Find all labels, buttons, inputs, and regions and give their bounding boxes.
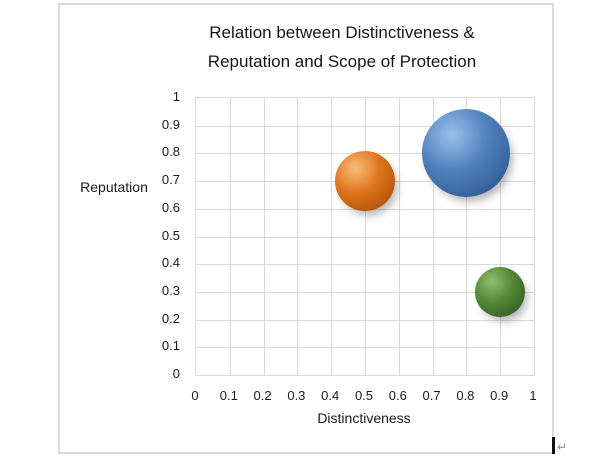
paragraph-return-icon: ↵ — [557, 440, 568, 454]
x-tick-label: 0.2 — [253, 388, 272, 403]
chart-title-line1: Relation between Distinctiveness & — [209, 23, 475, 42]
x-tick-label: 0.8 — [456, 388, 475, 403]
horizontal-gridline — [196, 237, 534, 238]
y-tick-label: 0 — [172, 366, 180, 381]
x-tick-label: 0.1 — [219, 388, 238, 403]
horizontal-gridline — [196, 347, 534, 348]
horizontal-gridline — [196, 292, 534, 293]
x-tick-label: 0.9 — [490, 388, 509, 403]
horizontal-gridline — [196, 320, 534, 321]
vertical-gridline — [466, 98, 467, 375]
y-axis-title: Reputation — [80, 179, 148, 195]
y-tick-label: 1 — [172, 89, 180, 104]
vertical-gridline — [264, 98, 265, 375]
y-tick-label: 0.2 — [161, 310, 180, 326]
horizontal-gridline — [196, 264, 534, 265]
y-tick-label: 0.8 — [161, 144, 180, 160]
vertical-gridline — [399, 98, 400, 375]
horizontal-gridline — [196, 126, 534, 127]
chart-object[interactable]: Relation between Distinctiveness & Reput… — [58, 3, 554, 454]
chart-title: Relation between Distinctiveness & Reput… — [172, 18, 512, 76]
x-tick-label: 0 — [191, 388, 199, 403]
y-tick-label: 0.1 — [161, 338, 180, 354]
bubble-orange[interactable] — [335, 151, 395, 212]
plot-area — [195, 97, 535, 376]
y-tick-label: 0.4 — [161, 255, 180, 271]
y-tick-label: 0.7 — [161, 172, 180, 188]
y-tick-label: 0.9 — [161, 116, 180, 132]
bubble-blue[interactable] — [422, 109, 511, 198]
x-tick-label: 0.4 — [321, 388, 340, 403]
chart-title-line2: Reputation and Scope of Protection — [207, 52, 477, 71]
x-tick-label: 1 — [529, 388, 537, 403]
x-axis-title: Distinctiveness — [317, 410, 411, 426]
x-tick-label: 0.5 — [354, 388, 374, 403]
y-tick-label: 0.3 — [161, 282, 180, 298]
vertical-gridline — [433, 98, 434, 375]
vertical-gridline — [297, 98, 298, 375]
x-tick-label: 0.6 — [388, 388, 407, 403]
vertical-gridline — [331, 98, 332, 375]
text-cursor — [552, 437, 555, 454]
bubble-green[interactable] — [475, 266, 526, 317]
y-tick-label: 0.5 — [161, 227, 180, 243]
vertical-gridline — [365, 98, 366, 375]
x-tick-label: 0.3 — [287, 388, 306, 403]
vertical-gridline — [230, 98, 231, 375]
y-tick-label: 0.6 — [161, 199, 180, 215]
x-tick-label: 0.7 — [422, 388, 441, 403]
vertical-gridline — [500, 98, 501, 375]
